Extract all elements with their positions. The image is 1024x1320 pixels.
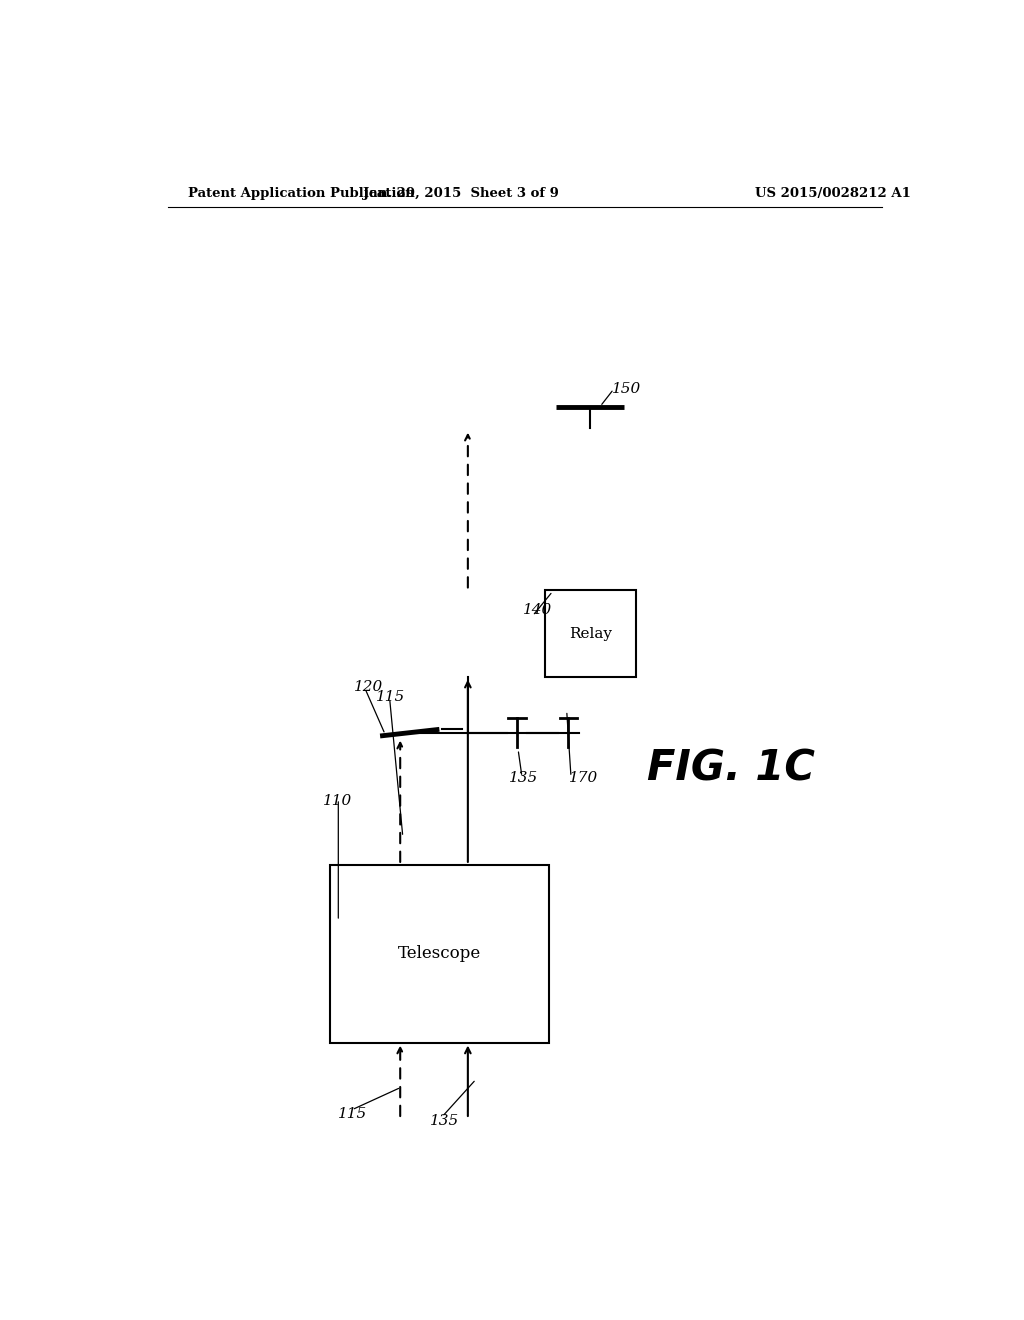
Text: Telescope: Telescope bbox=[398, 945, 481, 962]
Text: 135: 135 bbox=[430, 1114, 459, 1127]
Text: Patent Application Publication: Patent Application Publication bbox=[187, 187, 415, 201]
Text: Relay: Relay bbox=[568, 627, 611, 640]
Text: US 2015/0028212 A1: US 2015/0028212 A1 bbox=[755, 187, 910, 201]
Text: 150: 150 bbox=[612, 381, 641, 396]
Text: 115: 115 bbox=[338, 1106, 367, 1121]
Bar bbox=[545, 590, 636, 677]
Text: 170: 170 bbox=[568, 771, 598, 785]
Text: 110: 110 bbox=[324, 793, 352, 808]
Text: 120: 120 bbox=[354, 680, 383, 694]
Bar bbox=[331, 865, 549, 1043]
Text: 135: 135 bbox=[509, 771, 539, 785]
Text: 115: 115 bbox=[376, 690, 404, 704]
Text: 140: 140 bbox=[523, 603, 553, 616]
Text: Jan. 29, 2015  Sheet 3 of 9: Jan. 29, 2015 Sheet 3 of 9 bbox=[364, 187, 559, 201]
Text: FIG. 1C: FIG. 1C bbox=[647, 747, 815, 789]
